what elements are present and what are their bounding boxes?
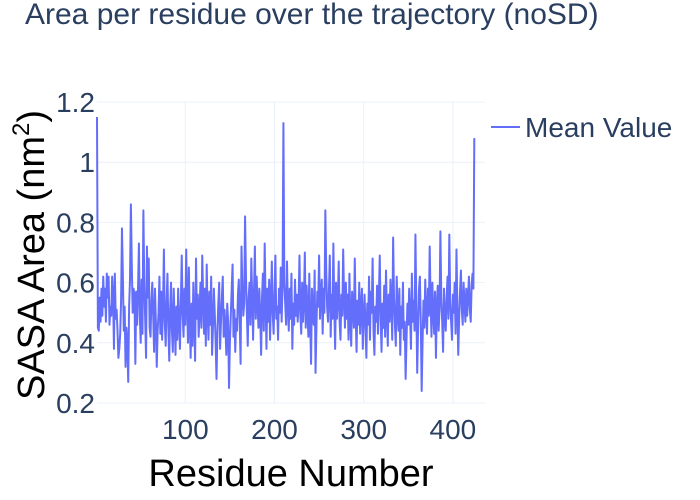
x-axis-ticks: 100 200 300 400 [162,414,476,445]
legend-label-mean-value: Mean Value [525,112,672,143]
x-axis-title: Residue Number [148,453,433,495]
chart-title: Area per residue over the trajectory (no… [25,0,599,31]
y-tick-label: 0.2 [56,388,95,419]
y-tick-label: 0.6 [56,268,95,299]
x-tick-label: 100 [162,414,209,445]
plot-area [96,117,476,392]
x-tick-label: 300 [340,414,387,445]
y-tick-label: 0.8 [56,207,95,238]
y-tick-label: 0.4 [56,328,95,359]
y-axis-title: SASA Area (nm2) [8,110,53,400]
gridlines [97,101,485,404]
y-tick-label: 1 [79,147,95,178]
y-tick-label: 1.2 [56,87,95,118]
series-line-mean-value [96,117,476,392]
x-tick-label: 200 [251,414,298,445]
y-axis-ticks: 0.2 0.4 0.6 0.8 1 1.2 [56,87,95,419]
x-tick-label: 400 [430,414,477,445]
legend: Mean Value [491,112,672,143]
